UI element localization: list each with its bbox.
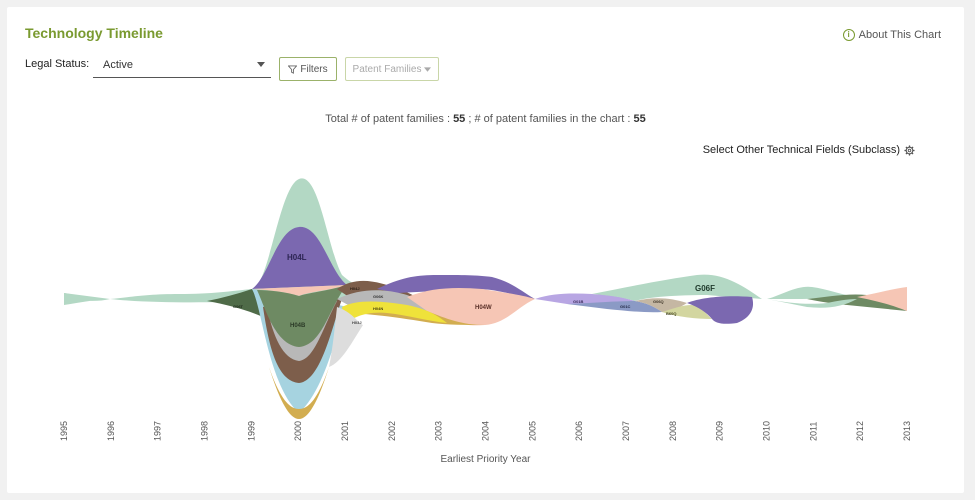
x-tick-label: 2008 [668, 421, 678, 441]
stream-peach-top [252, 285, 347, 296]
patent-family-count: Total # of patent families : 55 ; # of p… [325, 113, 646, 125]
stream-green-2012 [807, 294, 907, 311]
total-count: 55 [453, 113, 466, 125]
stream-label-h04n: H04N [373, 306, 383, 311]
stream-mint-baseline-lower [64, 293, 252, 305]
stream-label-h04l: H04L [287, 253, 307, 262]
stream-purple-2003 [377, 275, 535, 299]
stream-blue-g01c [567, 301, 662, 313]
stream-mint-baseline [64, 178, 397, 300]
x-tick-label: 1997 [153, 421, 163, 441]
x-axis-label: Earliest Priority Year [440, 454, 531, 465]
stream-label-g06f: G06F [695, 284, 715, 293]
x-tick-label: 2001 [340, 421, 350, 441]
x-tick-label: 2013 [902, 421, 912, 441]
select-technical-fields-label: Select Other Technical Fields (Subclass) [702, 144, 900, 156]
technology-timeline-card: Technology Timeline i About This Chart L… [7, 7, 964, 493]
stream-mint-2011-lower [767, 299, 857, 308]
filter-icon [288, 64, 298, 74]
stream-label-g01b: G01B [573, 299, 584, 304]
x-tick-label: 2010 [762, 421, 772, 441]
x-tick-label: 2002 [387, 421, 397, 441]
about-chart-label: About This Chart [858, 29, 941, 41]
x-tick-label: 1999 [246, 421, 256, 441]
stream-peach-2013 [857, 287, 907, 311]
x-tick-label: 2000 [293, 421, 303, 441]
stream-lavender-g01b [535, 293, 635, 305]
legal-status-label: Legal Status: [25, 58, 90, 70]
stream-green-h04b [257, 285, 347, 347]
patent-families-label: Patent Families [352, 63, 422, 75]
patent-families-button[interactable]: Patent Families [345, 57, 439, 81]
stream-label-h04w: H04W [475, 305, 492, 311]
legal-status-select[interactable]: Active [93, 53, 271, 78]
x-tick-label: 2011 [808, 422, 818, 441]
select-technical-fields-link[interactable]: Select Other Technical Fields (Subclass) [703, 144, 915, 156]
info-icon: i [842, 29, 855, 41]
x-tick-label: 2012 [855, 421, 865, 441]
streamgraph-chart: H04L H04B G06T H04J G06K H04N H03J H04W … [59, 178, 912, 441]
stream-label-h04j: H04J [350, 286, 360, 291]
x-tick-label: 1998 [200, 421, 210, 441]
x-tick-label: 2003 [434, 421, 444, 441]
x-tick-label: 2006 [574, 421, 584, 441]
stream-label-g01c: G01C [620, 304, 631, 309]
x-tick-label: 1995 [59, 421, 69, 441]
stream-purple-h04l [252, 226, 347, 289]
x-axis-ticks: 1995 1996 1997 1998 1999 2000 2001 2002 2003 2004… [59, 421, 912, 441]
stream-lightgrey-h03j [329, 307, 363, 367]
in-chart-count: 55 [633, 113, 646, 125]
x-tick-label: 2004 [481, 421, 491, 441]
chevron-down-icon [257, 62, 265, 67]
page-title: Technology Timeline [25, 25, 163, 41]
x-tick-label: 1996 [106, 421, 116, 441]
stream-purple-2009 [687, 296, 754, 324]
stream-label-g06t: G06T [233, 304, 244, 309]
about-chart-link[interactable]: i About This Chart [842, 29, 941, 41]
stream-label-b60q: B60Q [666, 311, 676, 316]
gear-icon [904, 144, 915, 156]
stream-label-g06k: G06K [373, 294, 384, 299]
stream-label-h03j: H03J [352, 320, 362, 325]
filters-label: Filters [300, 63, 328, 75]
legal-status-value: Active [103, 59, 133, 71]
x-tick-label: 2009 [715, 421, 725, 441]
x-tick-label: 2007 [621, 421, 631, 441]
filters-button[interactable]: Filters [279, 57, 337, 81]
caret-down-icon [424, 66, 432, 72]
stream-yellow-h04n [342, 301, 447, 325]
stream-mint-g06f [592, 274, 762, 301]
stream-label-h04b: H04B [290, 323, 306, 329]
stream-green-g06t [207, 289, 263, 317]
x-tick-label: 2005 [527, 421, 537, 441]
stream-label-g06q: G06Q [653, 299, 664, 304]
